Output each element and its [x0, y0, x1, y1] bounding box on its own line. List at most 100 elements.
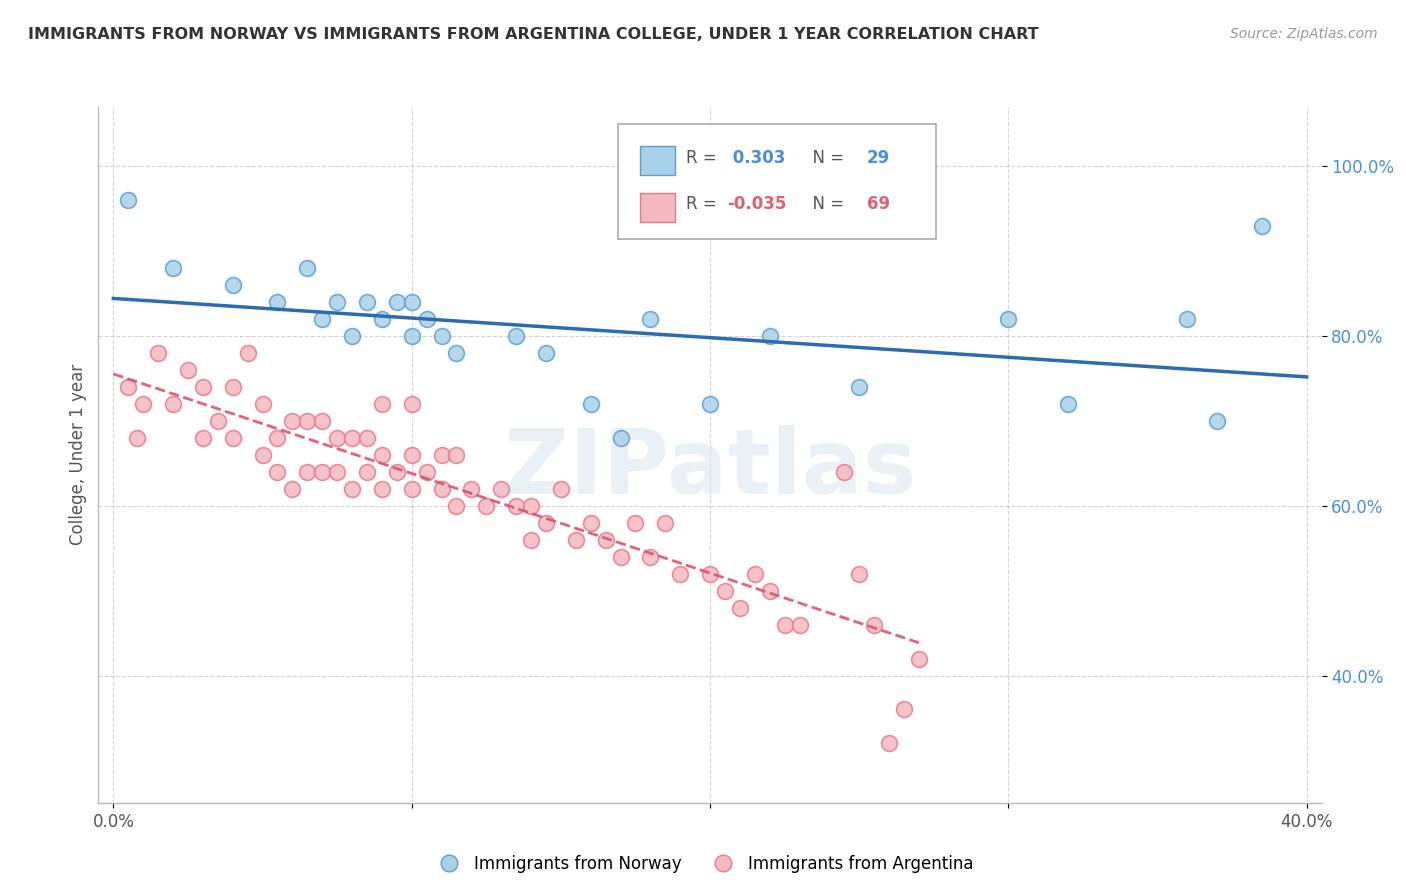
Point	[401, 397, 423, 411]
Point	[207, 414, 229, 428]
Point	[505, 329, 527, 343]
Point	[385, 465, 408, 479]
Point	[579, 397, 602, 411]
Point	[460, 482, 482, 496]
Point	[758, 583, 780, 598]
Point	[908, 651, 931, 665]
Text: IMMIGRANTS FROM NORWAY VS IMMIGRANTS FROM ARGENTINA COLLEGE, UNDER 1 YEAR CORREL: IMMIGRANTS FROM NORWAY VS IMMIGRANTS FRO…	[28, 27, 1039, 42]
Point	[430, 448, 453, 462]
Point	[699, 566, 721, 581]
Point	[311, 465, 333, 479]
Point	[356, 465, 378, 479]
Text: 69: 69	[866, 195, 890, 213]
Point	[117, 194, 139, 208]
Point	[340, 431, 363, 445]
Point	[595, 533, 617, 547]
Point	[446, 448, 468, 462]
Point	[1177, 312, 1199, 326]
Text: 29: 29	[866, 149, 890, 167]
Point	[162, 397, 184, 411]
Text: 0.303: 0.303	[727, 149, 786, 167]
Point	[117, 380, 139, 394]
Point	[744, 566, 766, 581]
Text: R =: R =	[686, 149, 721, 167]
Point	[669, 566, 692, 581]
Point	[401, 448, 423, 462]
Point	[654, 516, 676, 530]
Point	[385, 295, 408, 310]
Point	[640, 549, 662, 564]
Point	[146, 346, 169, 360]
Point	[1057, 397, 1080, 411]
Point	[640, 312, 662, 326]
Text: R =: R =	[686, 195, 721, 213]
Point	[266, 431, 288, 445]
Point	[356, 295, 378, 310]
Point	[266, 295, 288, 310]
Point	[311, 414, 333, 428]
Point	[520, 533, 543, 547]
Point	[127, 431, 149, 445]
Point	[326, 295, 349, 310]
Point	[191, 380, 214, 394]
Text: N =: N =	[801, 195, 849, 213]
Point	[550, 482, 572, 496]
Text: Source: ZipAtlas.com: Source: ZipAtlas.com	[1230, 27, 1378, 41]
Point	[534, 346, 557, 360]
Point	[191, 431, 214, 445]
Point	[714, 583, 737, 598]
Point	[475, 499, 498, 513]
Point	[579, 516, 602, 530]
Point	[221, 431, 243, 445]
Point	[326, 431, 349, 445]
Point	[832, 465, 855, 479]
Point	[162, 261, 184, 276]
Point	[505, 499, 527, 513]
Point	[340, 329, 363, 343]
Point	[297, 414, 319, 428]
Point	[281, 482, 304, 496]
Point	[297, 465, 319, 479]
Point	[997, 312, 1019, 326]
Y-axis label: College, Under 1 year: College, Under 1 year	[69, 364, 87, 546]
Point	[132, 397, 155, 411]
Point	[356, 431, 378, 445]
FancyBboxPatch shape	[640, 193, 675, 222]
Point	[297, 261, 319, 276]
Point	[863, 617, 886, 632]
Point	[1251, 219, 1274, 233]
Point	[311, 312, 333, 326]
Point	[624, 516, 647, 530]
Point	[221, 278, 243, 293]
Point	[789, 617, 811, 632]
Point	[430, 482, 453, 496]
Point	[415, 465, 437, 479]
Text: N =: N =	[801, 149, 849, 167]
Point	[446, 499, 468, 513]
Point	[565, 533, 588, 547]
Point	[221, 380, 243, 394]
Point	[415, 312, 437, 326]
Point	[728, 600, 751, 615]
Point	[401, 482, 423, 496]
Point	[326, 465, 349, 479]
Point	[177, 363, 200, 377]
Point	[371, 482, 394, 496]
Point	[758, 329, 780, 343]
Point	[371, 312, 394, 326]
Point	[340, 482, 363, 496]
FancyBboxPatch shape	[619, 125, 936, 239]
Point	[281, 414, 304, 428]
Point	[430, 329, 453, 343]
Legend: Immigrants from Norway, Immigrants from Argentina: Immigrants from Norway, Immigrants from …	[426, 848, 980, 880]
Point	[371, 397, 394, 411]
Text: -0.035: -0.035	[727, 195, 786, 213]
Point	[446, 346, 468, 360]
Point	[266, 465, 288, 479]
Point	[877, 736, 900, 750]
Point	[236, 346, 259, 360]
Point	[534, 516, 557, 530]
Point	[252, 448, 274, 462]
Point	[401, 329, 423, 343]
Point	[848, 380, 870, 394]
